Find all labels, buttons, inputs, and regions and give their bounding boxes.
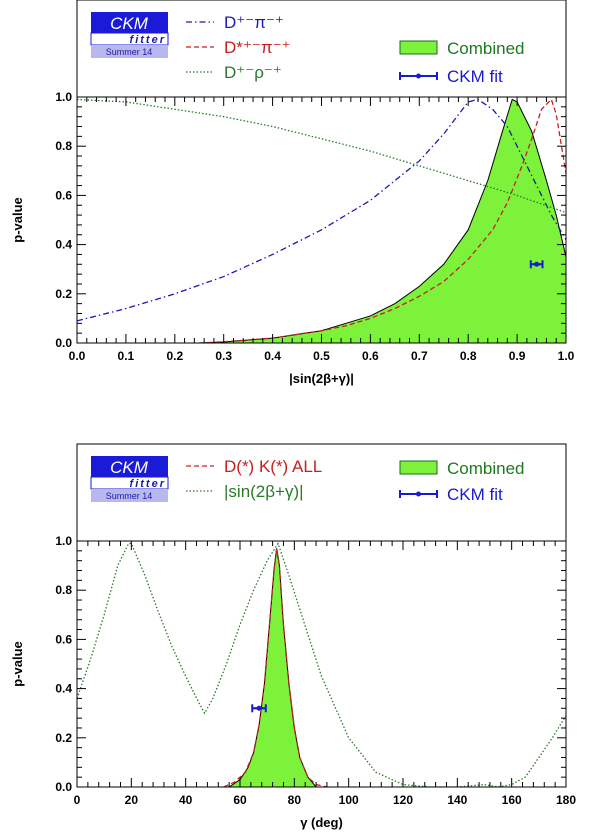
y-tick-label: 0.8 bbox=[55, 139, 72, 153]
y-tick-label: 1.0 bbox=[55, 90, 72, 104]
ckm-fit-point bbox=[534, 261, 540, 267]
legend-entry: D*⁺⁻π⁻⁺ bbox=[186, 38, 291, 57]
x-axis-label: |sin(2β+γ)| bbox=[289, 371, 354, 386]
legend-label: D(*) K(*) ALL bbox=[224, 457, 322, 476]
legend-label: D⁺⁻π⁻⁺ bbox=[224, 13, 284, 32]
logo-main-text: CKM bbox=[110, 458, 149, 477]
x-tick-label: 0.6 bbox=[362, 349, 379, 363]
combined-area bbox=[199, 98, 566, 343]
x-tick-label: 100 bbox=[339, 793, 359, 807]
legend-entry-combined: Combined bbox=[399, 459, 525, 478]
y-tick-label: 0.4 bbox=[55, 682, 72, 696]
series-line bbox=[77, 541, 566, 787]
x-axis-label: γ (deg) bbox=[300, 815, 343, 830]
x-tick-label: 0.1 bbox=[118, 349, 135, 363]
legend-errorbar-point bbox=[416, 73, 421, 79]
legend-entry: D⁺⁻ρ⁻⁺ bbox=[186, 63, 282, 82]
x-tick-label: 0.9 bbox=[509, 349, 526, 363]
x-tick-label: 120 bbox=[393, 793, 413, 807]
axis-ticks bbox=[76, 96, 567, 344]
legend-label: D*⁺⁻π⁻⁺ bbox=[224, 38, 291, 57]
x-tick-label: 0 bbox=[74, 793, 81, 807]
x-tick-label: 140 bbox=[447, 793, 467, 807]
legend-errorbar-point bbox=[416, 491, 421, 497]
x-tick-label: 0.2 bbox=[166, 349, 183, 363]
legend-label: CKM fit bbox=[447, 485, 503, 504]
y-tick-label: 0.0 bbox=[55, 336, 72, 350]
logo-sub-text: fitter bbox=[130, 478, 166, 490]
axis-ticks bbox=[76, 540, 567, 788]
legend-entry: |sin(2β+γ)| bbox=[186, 482, 304, 501]
x-tick-label: 80 bbox=[288, 793, 302, 807]
x-tick-label: 0.5 bbox=[313, 349, 330, 363]
legend-label: CKM fit bbox=[447, 67, 503, 86]
x-tick-label: 40 bbox=[179, 793, 193, 807]
y-tick-label: 0.8 bbox=[55, 583, 72, 597]
y-tick-label: 0.2 bbox=[55, 731, 72, 745]
x-tick-label: 0.3 bbox=[215, 349, 232, 363]
series-line bbox=[77, 98, 566, 322]
y-tick-label: 0.6 bbox=[55, 632, 72, 646]
x-tick-label: 0.7 bbox=[411, 349, 428, 363]
legend-fill-swatch bbox=[399, 460, 438, 475]
legend-entry-ckm-fit: CKM fit bbox=[399, 485, 503, 504]
series-line bbox=[223, 548, 328, 787]
legend-entry: D⁺⁻π⁻⁺ bbox=[186, 13, 284, 32]
legend-fill-swatch bbox=[399, 40, 438, 55]
logo-main-text: CKM bbox=[110, 14, 149, 33]
x-tick-label: 160 bbox=[502, 793, 522, 807]
logo-main-box bbox=[91, 12, 168, 33]
plot-frame bbox=[76, 540, 567, 788]
logo-edition-box bbox=[91, 45, 168, 58]
legend-entry-ckm-fit: CKM fit bbox=[399, 67, 503, 86]
legend-label: Combined bbox=[447, 39, 525, 58]
x-tick-label: 60 bbox=[233, 793, 247, 807]
x-tick-label: 0.8 bbox=[460, 349, 477, 363]
logo-sub-text: fitter bbox=[130, 34, 166, 46]
plot-area bbox=[77, 541, 566, 787]
logo-edition-text: Summer 14 bbox=[106, 491, 153, 501]
y-tick-label: 0.4 bbox=[55, 238, 72, 252]
plot-area bbox=[77, 98, 566, 343]
y-tick-label: 1.0 bbox=[55, 534, 72, 548]
legend-label: |sin(2β+γ)| bbox=[224, 482, 304, 501]
y-axis-label: p-value bbox=[10, 641, 25, 687]
x-tick-label: 0.0 bbox=[69, 349, 86, 363]
logo-main-box bbox=[91, 456, 168, 477]
legend-label: D⁺⁻ρ⁻⁺ bbox=[224, 63, 282, 82]
ckm-fit-point bbox=[256, 705, 262, 711]
logo-edition-text: Summer 14 bbox=[106, 47, 153, 57]
legend-entry-combined: Combined bbox=[399, 39, 525, 58]
y-axis-label: p-value bbox=[10, 197, 25, 243]
y-tick-label: 0.6 bbox=[55, 188, 72, 202]
series-line bbox=[199, 98, 566, 343]
x-tick-label: 1.0 bbox=[558, 349, 575, 363]
y-tick-label: 0.0 bbox=[55, 780, 72, 794]
logo-edition-box bbox=[91, 489, 168, 502]
series-line bbox=[77, 98, 566, 214]
x-tick-label: 0.4 bbox=[264, 349, 281, 363]
legend-label: Combined bbox=[447, 459, 525, 478]
y-tick-label: 0.2 bbox=[55, 287, 72, 301]
x-tick-label: 20 bbox=[125, 793, 139, 807]
legend-entry: D(*) K(*) ALL bbox=[186, 457, 322, 476]
x-tick-label: 180 bbox=[556, 793, 576, 807]
